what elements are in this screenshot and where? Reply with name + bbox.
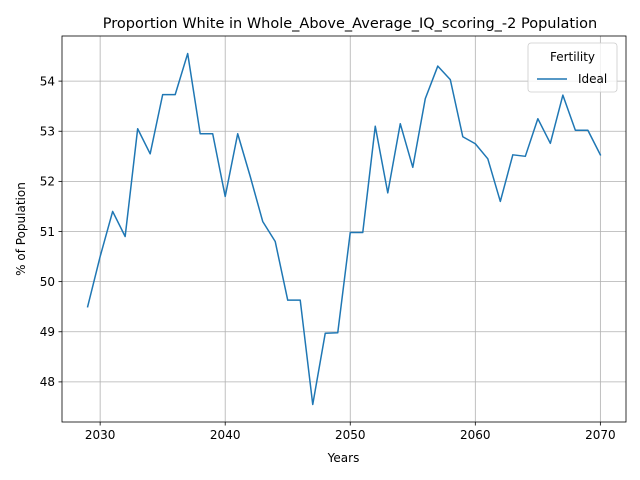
grid-lines [62, 36, 626, 422]
x-tick-label: 2030 [85, 428, 116, 442]
data-point [160, 92, 165, 97]
data-point [235, 131, 240, 136]
data-point [173, 92, 178, 97]
data-point [373, 124, 378, 129]
y-tick-label: 53 [40, 125, 55, 139]
data-point [523, 154, 528, 159]
plot-frame [61, 35, 627, 423]
y-tick-label: 49 [40, 325, 55, 339]
series-line-ideal [86, 52, 602, 406]
data-point [98, 254, 103, 259]
data-point [585, 128, 590, 133]
y-tick-label: 50 [40, 275, 55, 289]
data-point [435, 64, 440, 69]
data-point [348, 230, 353, 235]
data-point [310, 402, 315, 407]
y-axis-ticks: 48 49 50 51 52 53 54 [40, 74, 62, 389]
x-tick-label: 2070 [585, 428, 616, 442]
legend-title: Fertility [550, 50, 595, 64]
data-point [360, 230, 365, 235]
data-point [273, 239, 278, 244]
data-point [248, 174, 253, 179]
y-axis-label: % of Population [14, 182, 28, 276]
data-point [335, 330, 340, 335]
data-point [285, 298, 290, 303]
y-tick-label: 54 [40, 74, 55, 88]
data-point [535, 116, 540, 121]
data-point [560, 93, 565, 98]
legend: Fertility Ideal [527, 42, 618, 93]
x-tick-label: 2050 [335, 428, 366, 442]
x-axis-label: Years [327, 451, 360, 465]
data-point [473, 141, 478, 146]
data-point [260, 219, 265, 224]
x-tick-label: 2060 [460, 428, 491, 442]
data-point [598, 152, 603, 157]
x-axis-ticks: 2030 2040 2050 2060 2070 [85, 422, 616, 442]
data-point [385, 190, 390, 195]
data-point [135, 126, 140, 131]
data-point [398, 121, 403, 126]
data-point [548, 141, 553, 146]
data-point [185, 51, 190, 56]
data-point [510, 152, 515, 157]
data-point [410, 165, 415, 170]
data-point [448, 77, 453, 82]
data-point [110, 209, 115, 214]
data-point [423, 96, 428, 101]
data-point [210, 131, 215, 136]
data-point [198, 131, 203, 136]
data-point [460, 134, 465, 139]
data-point [223, 194, 228, 199]
series-layer [85, 51, 603, 407]
data-point [123, 234, 128, 239]
x-tick-label: 2040 [210, 428, 241, 442]
y-tick-label: 51 [40, 225, 55, 239]
chart-title: Proportion White in Whole_Above_Average_… [103, 16, 597, 32]
legend-label-ideal: Ideal [578, 72, 607, 86]
data-point [485, 156, 490, 161]
data-point [498, 199, 503, 204]
data-point [85, 304, 90, 309]
data-point [573, 128, 578, 133]
y-tick-label: 52 [40, 175, 55, 189]
data-point [148, 151, 153, 156]
y-tick-label: 48 [40, 375, 55, 389]
data-point [298, 298, 303, 303]
data-point [323, 331, 328, 336]
